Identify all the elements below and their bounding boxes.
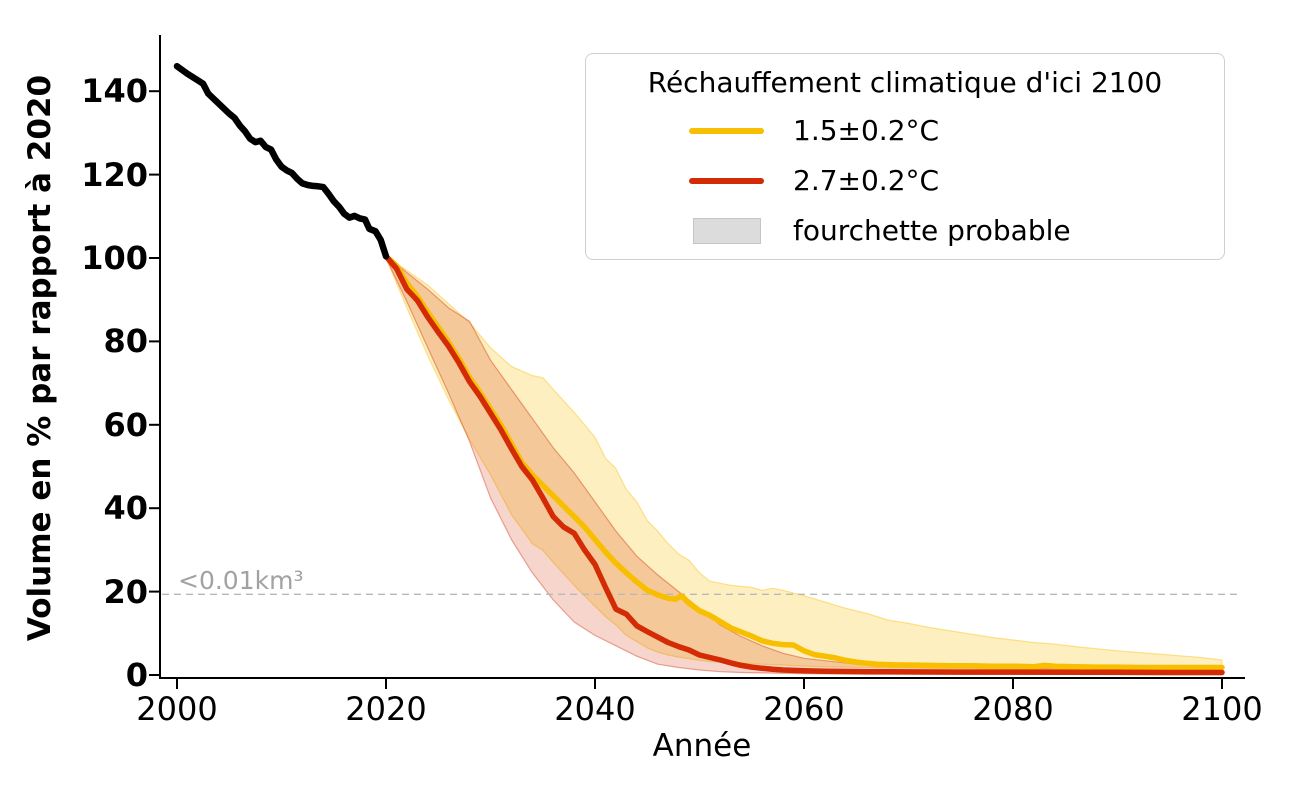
legend-label-15: 1.5±0.2°C bbox=[793, 114, 940, 147]
y-tick-label: 140 bbox=[81, 72, 148, 111]
legend-title: Réchauffement climatique d'ici 2100 bbox=[647, 66, 1163, 99]
y-tick-label: 80 bbox=[103, 322, 148, 361]
legend: Réchauffement climatique d'ici 2100 1.5±… bbox=[585, 53, 1225, 260]
scenario-27-line bbox=[383, 253, 1225, 676]
historical-line bbox=[173, 62, 390, 260]
x-axis-label: Année bbox=[652, 728, 752, 764]
y-axis-label: Volume en % par rapport à 2020 bbox=[22, 74, 58, 642]
y-tick-label: 20 bbox=[103, 572, 148, 611]
x-tick-label: 2060 bbox=[763, 690, 845, 728]
legend-label-likely-range: fourchette probable bbox=[793, 214, 1071, 247]
x-tick-label: 2020 bbox=[345, 690, 427, 728]
x-tick-label: 2080 bbox=[972, 690, 1054, 728]
x-tick-label: 2000 bbox=[136, 690, 218, 728]
legend-swatch-15-line bbox=[689, 128, 764, 134]
threshold-annotation: <0.01km³ bbox=[178, 566, 304, 595]
y-tick-label: 60 bbox=[103, 405, 148, 444]
legend-swatch-27-line bbox=[689, 178, 764, 184]
legend-swatch-likely-range-patch bbox=[693, 218, 761, 244]
legend-label-27: 2.7±0.2°C bbox=[793, 164, 940, 197]
x-tick-label: 2040 bbox=[554, 690, 636, 728]
y-tick-label: 0 bbox=[125, 656, 148, 694]
y-tick-label: 100 bbox=[81, 239, 148, 277]
y-tick-label: 120 bbox=[81, 155, 148, 194]
x-tick-label: 2100 bbox=[1181, 690, 1263, 728]
y-tick-label: 40 bbox=[103, 489, 148, 528]
